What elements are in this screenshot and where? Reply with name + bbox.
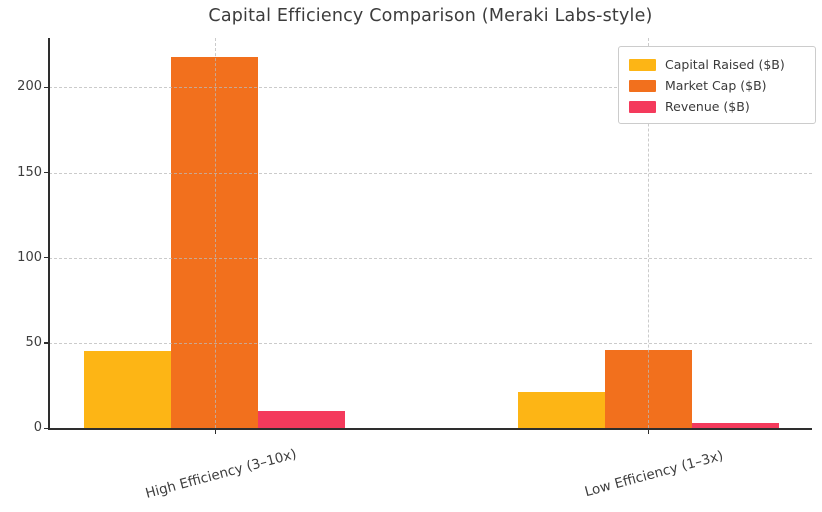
gridline-x-1	[648, 38, 649, 428]
gridline-y-150	[49, 172, 812, 174]
y-tick-mark-200	[44, 86, 48, 89]
legend-label: Capital Raised ($B)	[665, 57, 785, 72]
bar-capital-raised-b-high-efficiency-3-10x	[84, 351, 171, 428]
gridline-y-50	[49, 342, 812, 344]
x-tick-label-0: High Efficiency (3–10x)	[143, 446, 298, 502]
x-tick-mark-1	[648, 430, 650, 434]
legend-row-revenue-b: Revenue ($B)	[629, 96, 805, 117]
legend-label: Revenue ($B)	[665, 99, 750, 114]
y-tick-mark-150	[44, 172, 48, 174]
legend-row-capital-raised-b: Capital Raised ($B)	[629, 54, 805, 75]
x-tick-label-1: Low Efficiency (1–3x)	[583, 447, 725, 501]
chart-title: Capital Efficiency Comparison (Meraki La…	[208, 6, 653, 26]
y-tick-mark-50	[44, 342, 48, 344]
legend-swatch-icon	[629, 58, 656, 71]
legend: Capital Raised ($B) Market Cap ($B) Revenu…	[618, 46, 816, 124]
gridline-y-100	[49, 257, 812, 259]
y-tick-mark-100	[44, 257, 48, 259]
gridline-x-0	[214, 38, 216, 428]
legend-row-market-cap-b: Market Cap ($B)	[629, 75, 805, 96]
y-tick-label-50: 50	[25, 334, 42, 350]
y-tick-mark-0	[44, 427, 48, 429]
y-tick-label-0: 0	[33, 420, 42, 435]
legend-label: Market Cap ($B)	[665, 78, 767, 93]
bar-revenue-b-high-efficiency-3-10x	[258, 410, 345, 428]
legend-swatch-icon	[629, 79, 656, 92]
y-tick-label-150: 150	[17, 164, 42, 180]
x-tick-mark-0	[214, 430, 216, 434]
legend-swatch-icon	[629, 100, 656, 113]
gridline-y-200	[49, 87, 812, 89]
bar-revenue-b-low-efficiency-1-3x	[691, 422, 779, 428]
bar-capital-raised-b-low-efficiency-1-3x	[517, 392, 605, 428]
y-axis-spine	[48, 38, 50, 430]
x-axis-spine	[48, 428, 812, 430]
y-tick-label-200: 200	[17, 79, 42, 95]
y-tick-label-100: 100	[17, 249, 42, 265]
